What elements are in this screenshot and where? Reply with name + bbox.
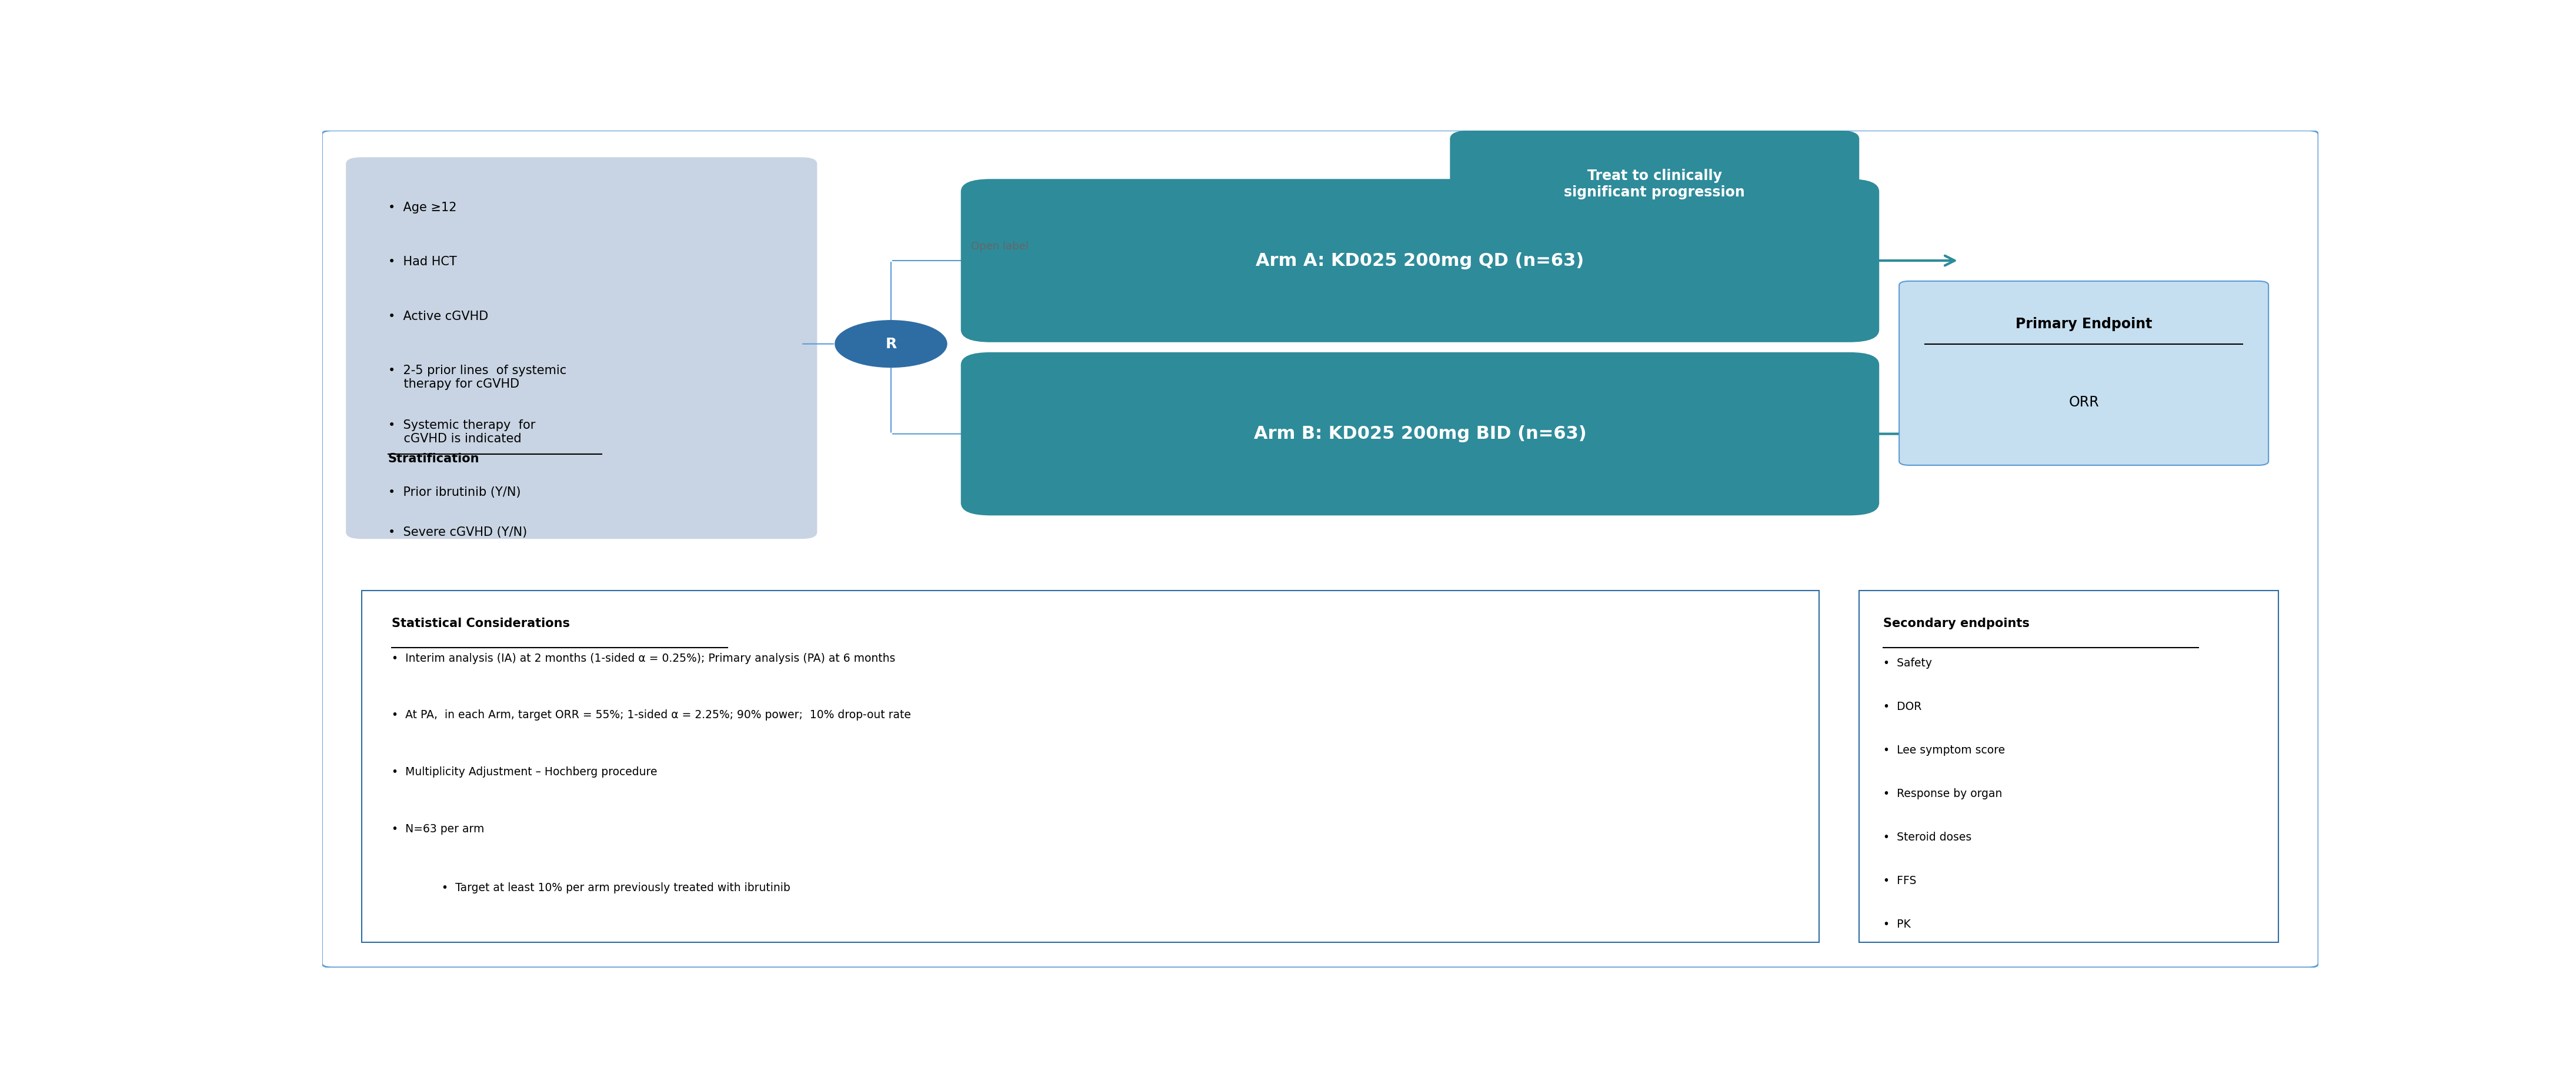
- FancyBboxPatch shape: [345, 158, 817, 539]
- Text: •  Target at least 10% per arm previously treated with ibrutinib: • Target at least 10% per arm previously…: [443, 882, 791, 894]
- FancyBboxPatch shape: [1860, 591, 2277, 942]
- Text: Stratification: Stratification: [389, 452, 479, 464]
- Text: R: R: [886, 337, 896, 351]
- FancyBboxPatch shape: [1450, 130, 1860, 238]
- Text: Open label: Open label: [971, 241, 1028, 251]
- FancyBboxPatch shape: [322, 130, 2318, 967]
- Text: •  Interim analysis (IA) at 2 months (1-sided α = 0.25%); Primary analysis (PA) : • Interim analysis (IA) at 2 months (1-s…: [392, 652, 896, 664]
- Text: Statistical Considerations: Statistical Considerations: [392, 617, 569, 629]
- Text: Primary Endpoint: Primary Endpoint: [2014, 317, 2151, 332]
- FancyBboxPatch shape: [361, 591, 1819, 942]
- FancyBboxPatch shape: [1899, 282, 2269, 465]
- Text: •  Steroid doses: • Steroid doses: [1883, 832, 1971, 844]
- Circle shape: [835, 321, 948, 367]
- Text: •  Multiplicity Adjustment – Hochberg procedure: • Multiplicity Adjustment – Hochberg pro…: [392, 766, 657, 777]
- Text: ORR: ORR: [2069, 396, 2099, 410]
- Text: •  DOR: • DOR: [1883, 701, 1922, 712]
- FancyBboxPatch shape: [961, 179, 1880, 342]
- Text: •  FFS: • FFS: [1883, 875, 1917, 887]
- Text: Arm B: KD025 200mg BID (n=63): Arm B: KD025 200mg BID (n=63): [1255, 425, 1587, 442]
- Text: •  Safety: • Safety: [1883, 658, 1932, 669]
- Text: •  2-5 prior lines  of systemic
    therapy for cGVHD: • 2-5 prior lines of systemic therapy fo…: [389, 365, 567, 390]
- Text: •  Age ≥12: • Age ≥12: [389, 201, 456, 213]
- Text: •  Prior ibrutinib (Y/N): • Prior ibrutinib (Y/N): [389, 486, 520, 498]
- Text: •  N=63 per arm: • N=63 per arm: [392, 824, 484, 835]
- Text: •  Response by organ: • Response by organ: [1883, 788, 2002, 800]
- Text: •  Active cGVHD: • Active cGVHD: [389, 311, 487, 322]
- Text: •  PK: • PK: [1883, 919, 1911, 930]
- Text: Treat to clinically
significant progression: Treat to clinically significant progress…: [1564, 168, 1744, 199]
- Text: •  At PA,  in each Arm, target ORR = 55%; 1-sided α = 2.25%; 90% power;  10% dro: • At PA, in each Arm, target ORR = 55%; …: [392, 710, 912, 721]
- Text: Arm A: KD025 200mg QD (n=63): Arm A: KD025 200mg QD (n=63): [1257, 252, 1584, 270]
- FancyBboxPatch shape: [961, 352, 1880, 515]
- Text: Secondary endpoints: Secondary endpoints: [1883, 617, 2030, 629]
- Text: •  Severe cGVHD (Y/N): • Severe cGVHD (Y/N): [389, 526, 528, 538]
- Text: •  Had HCT: • Had HCT: [389, 257, 456, 267]
- Text: •  Systemic therapy  for
    cGVHD is indicated: • Systemic therapy for cGVHD is indicate…: [389, 420, 536, 445]
- Text: •  Lee symptom score: • Lee symptom score: [1883, 745, 2004, 755]
